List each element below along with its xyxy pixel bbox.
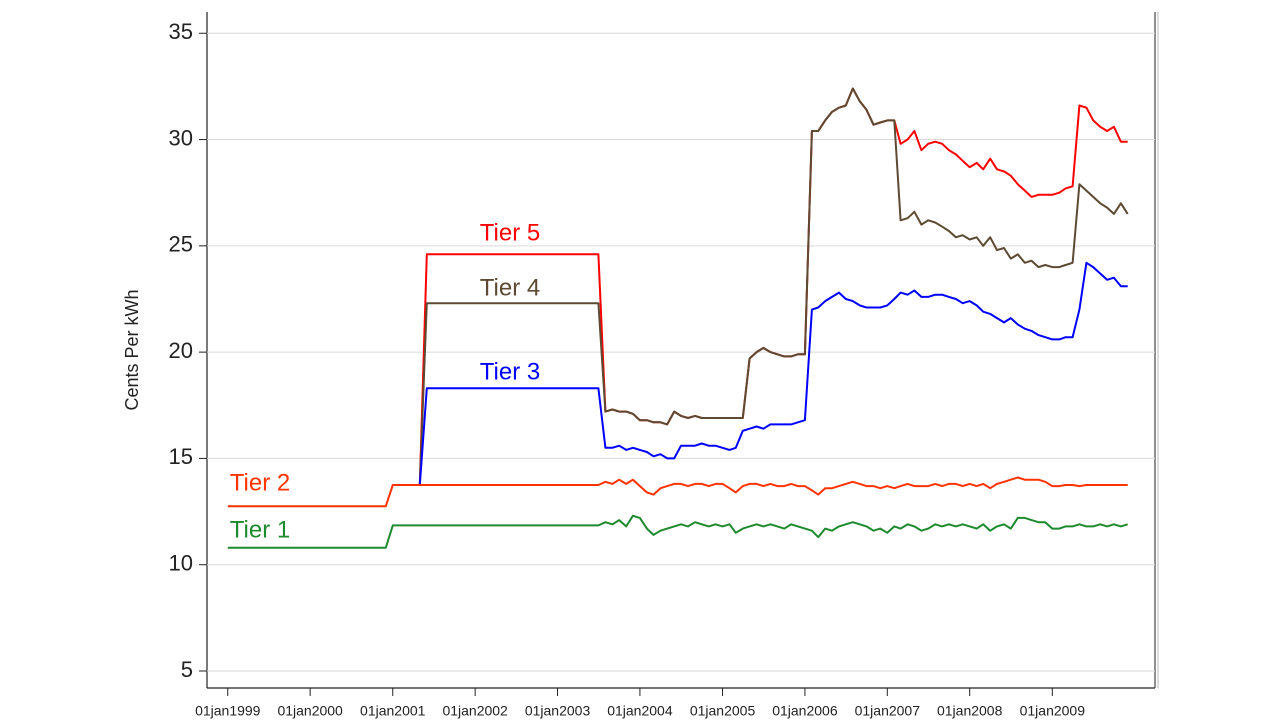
series-label: Tier 2 <box>230 469 290 496</box>
x-tick-label: 01jan2007 <box>855 703 921 719</box>
x-tick-label: 01jan2004 <box>607 703 673 719</box>
x-tick-label: 01jan2003 <box>525 703 591 719</box>
series-label: Tier 5 <box>480 219 540 246</box>
series-line <box>227 476 1128 508</box>
series-line <box>418 261 1128 486</box>
x-tick-label: 01jan2006 <box>772 703 838 719</box>
y-tick-label: 15 <box>169 444 193 469</box>
series-label: Tier 1 <box>230 516 290 543</box>
x-tick-label: 01jan2005 <box>690 703 756 719</box>
x-tick-label: 01jan1999 <box>195 703 261 719</box>
y-tick-label: 30 <box>169 125 193 150</box>
y-tick-label: 5 <box>181 657 193 682</box>
series-label: Tier 4 <box>480 274 540 301</box>
y-axis-title: Cents Per kWh <box>122 289 142 410</box>
x-tick-label: 01jan2002 <box>442 703 508 719</box>
x-tick-label: 01jan2001 <box>360 703 426 719</box>
x-tick-label: 01jan2000 <box>277 703 343 719</box>
x-tick-label: 01jan2008 <box>937 703 1003 719</box>
y-tick-label: 10 <box>169 551 193 576</box>
y-tick-label: 25 <box>169 232 193 257</box>
series-line <box>418 87 1129 486</box>
series-label: Tier 3 <box>480 358 540 385</box>
x-tick-label: 01jan2009 <box>1020 703 1086 719</box>
y-tick-label: 20 <box>169 338 193 363</box>
series-line <box>227 514 1128 549</box>
y-tick-label: 35 <box>169 19 193 44</box>
